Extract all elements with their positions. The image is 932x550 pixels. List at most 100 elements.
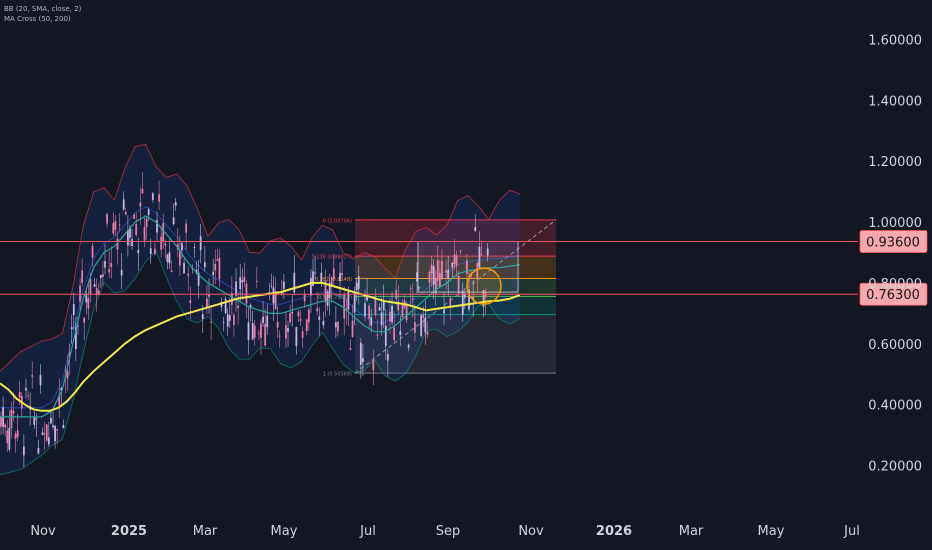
- candle-body: [434, 278, 437, 294]
- candle-body: [307, 309, 310, 323]
- candle-body: [326, 291, 329, 306]
- x-tick-label: Jul: [843, 524, 860, 539]
- x-tick-label: Sep: [436, 524, 461, 539]
- candle-body: [158, 194, 160, 202]
- candle-body: [16, 430, 19, 438]
- candle-body: [162, 223, 165, 242]
- candle-body: [278, 335, 281, 337]
- candle-body: [14, 433, 17, 439]
- candle-body: [318, 316, 321, 320]
- candle-body: [50, 417, 52, 424]
- candle-body: [226, 314, 229, 327]
- candle-body: [149, 248, 152, 255]
- candle-body: [368, 305, 371, 319]
- candle-body: [241, 280, 244, 283]
- annotations[interactable]: [417, 241, 519, 305]
- candle-body: [301, 331, 304, 338]
- candle-body: [399, 331, 402, 336]
- candle-body: [411, 298, 414, 300]
- candle-body: [362, 358, 364, 363]
- price-axis[interactable]: 1.60000 1.40000 1.20000 1.00000 0.80000 0.600…: [868, 33, 922, 474]
- candle-body: [428, 271, 431, 283]
- candle-body: [303, 293, 306, 302]
- fibonacci-retracement[interactable]: 0 (1.00706) 0.236 (0.88827) 0.382 (0.8148)…: [312, 218, 557, 378]
- candle-body: [253, 325, 256, 338]
- candle-body: [414, 322, 416, 333]
- candle-body: [104, 261, 106, 268]
- candle-body: [33, 417, 36, 425]
- candle-body: [195, 269, 198, 274]
- candle-body: [293, 272, 296, 293]
- candle-body: [389, 311, 391, 322]
- candle-body: [187, 273, 190, 276]
- candle-body: [426, 331, 429, 335]
- fib-label-0.382: 0.382 (0.8148): [315, 277, 352, 283]
- candle-body: [476, 263, 479, 279]
- candle-body: [386, 354, 389, 361]
- candle-body: [393, 327, 396, 341]
- candle-body: [210, 322, 212, 323]
- candle-body: [124, 212, 127, 215]
- candle-body: [374, 297, 377, 315]
- y-tick-label: 0.80000: [868, 277, 922, 292]
- candle-body: [189, 300, 192, 304]
- candle-body: [447, 269, 450, 279]
- candle-body: [347, 290, 350, 310]
- candle-body: [197, 272, 200, 286]
- candle-body: [484, 291, 487, 298]
- candle-body: [145, 218, 148, 228]
- candle-body: [102, 274, 104, 277]
- candle-body: [441, 261, 443, 279]
- legend-bb[interactable]: BB (20, SMA, close, 2): [4, 5, 82, 13]
- candle-body: [133, 214, 136, 219]
- candle-body: [228, 315, 231, 321]
- candle-body: [206, 298, 208, 308]
- candle-body: [482, 290, 485, 307]
- candle-body: [453, 254, 456, 265]
- candle-body: [438, 272, 441, 287]
- fib-label-0.236: 0.236 (0.88827): [312, 255, 353, 261]
- candle-body: [141, 188, 144, 194]
- candle-body: [60, 387, 63, 391]
- candle-body: [486, 248, 489, 256]
- candle-body: [81, 270, 84, 283]
- ma200-line: [0, 281, 521, 412]
- candle-body: [461, 291, 464, 315]
- candle-body: [260, 323, 262, 338]
- candle-body: [249, 304, 252, 309]
- candle-body: [31, 375, 34, 377]
- candle-body: [224, 298, 227, 314]
- candle-body: [247, 322, 250, 340]
- candle-body: [237, 305, 240, 308]
- candle-body: [77, 325, 79, 327]
- indicator-legend[interactable]: BB (20, SMA, close, 2) MA Cross (50, 200…: [4, 4, 81, 24]
- candle-body: [316, 308, 319, 312]
- candle-body: [337, 321, 339, 332]
- y-tick-label: 0.20000: [868, 460, 922, 475]
- horizontal-lines[interactable]: 0.93600 0.76300: [0, 230, 928, 306]
- candle-body: [178, 250, 181, 266]
- legend-ma-cross[interactable]: MA Cross (50, 200): [4, 15, 71, 23]
- candle-body: [276, 321, 279, 328]
- candle-body: [468, 289, 470, 310]
- candle-body: [70, 327, 73, 330]
- candle-body: [10, 409, 13, 429]
- candle-body: [353, 293, 356, 313]
- candle-body: [436, 260, 439, 281]
- candle-body: [97, 290, 100, 295]
- candle-body: [424, 317, 427, 333]
- time-axis[interactable]: Nov 2025 Mar May Jul Sep Nov 2026 Mar May Jul: [30, 524, 860, 539]
- candle-body: [122, 199, 125, 210]
- y-tick-label: 1.20000: [868, 155, 922, 170]
- fib-label-0: 0 (1.00706): [323, 218, 352, 224]
- candle-body: [274, 291, 277, 310]
- candle-body: [320, 272, 323, 283]
- candle-body: [349, 348, 352, 350]
- x-tick-label: Nov: [518, 524, 544, 539]
- candle-body: [172, 217, 175, 225]
- candle-body: [401, 303, 404, 317]
- candle-body: [114, 221, 117, 230]
- candle-body: [280, 292, 283, 294]
- candle-body: [203, 262, 206, 268]
